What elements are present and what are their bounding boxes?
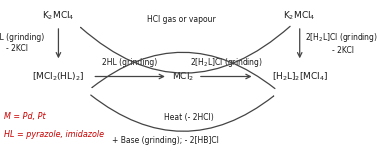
Text: K$_2$MCl$_4$: K$_2$MCl$_4$ [42, 9, 75, 22]
Text: HCl gas or vapour: HCl gas or vapour [147, 15, 215, 24]
Text: M = Pd, Pt: M = Pd, Pt [4, 112, 45, 121]
Text: [H$_2$L]$_2$[MCl$_4$]: [H$_2$L]$_2$[MCl$_4$] [271, 70, 328, 83]
Text: Heat (- 2HCl): Heat (- 2HCl) [164, 113, 213, 122]
Text: 2[H$_2$L]Cl (grinding): 2[H$_2$L]Cl (grinding) [190, 56, 263, 69]
FancyArrowPatch shape [91, 95, 274, 131]
Text: 2HL (grinding): 2HL (grinding) [103, 58, 158, 67]
Text: HL = pyrazole, imidazole: HL = pyrazole, imidazole [4, 130, 104, 139]
Text: K$_2$MCl$_4$: K$_2$MCl$_4$ [284, 9, 316, 22]
Text: 2HL (grinding)
- 2KCl: 2HL (grinding) - 2KCl [0, 33, 44, 52]
FancyArrowPatch shape [92, 52, 275, 89]
Text: + Base (grinding); - 2[HB]Cl: + Base (grinding); - 2[HB]Cl [112, 136, 219, 145]
FancyArrowPatch shape [81, 26, 290, 73]
Text: MCl$_2$: MCl$_2$ [172, 70, 194, 83]
Text: 2[H$_2$L]Cl (grinding);
- 2KCl: 2[H$_2$L]Cl (grinding); - 2KCl [305, 31, 377, 54]
Text: [MCl$_2$(HL)$_2$]: [MCl$_2$(HL)$_2$] [32, 70, 84, 83]
